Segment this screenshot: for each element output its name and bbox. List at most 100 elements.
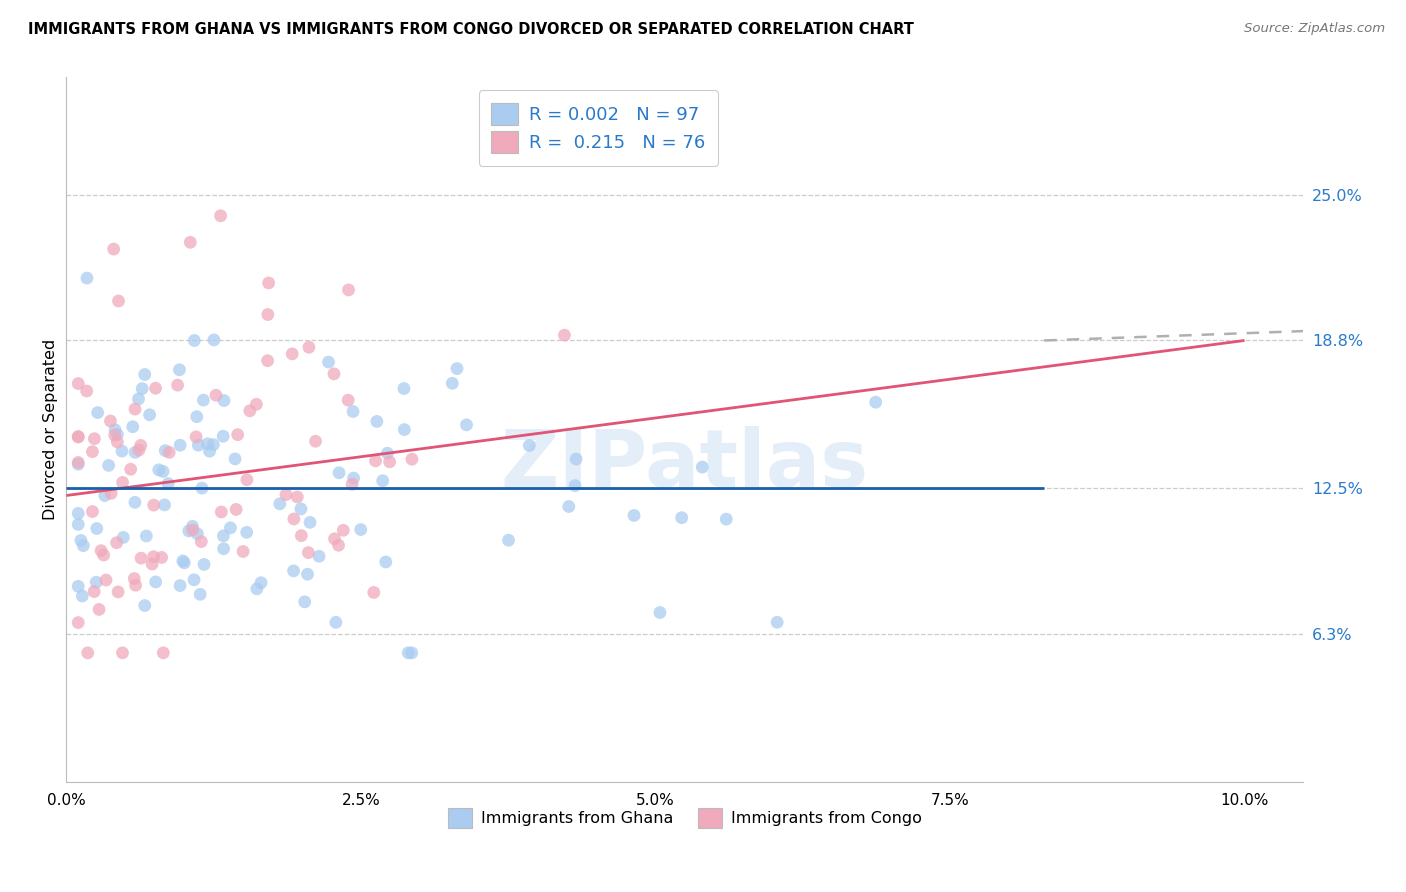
Point xyxy=(83,584,105,599)
Point xyxy=(274,487,297,501)
Point xyxy=(86,522,108,536)
Point xyxy=(107,293,129,308)
Point xyxy=(111,444,134,458)
Point xyxy=(297,545,319,559)
Point xyxy=(67,615,90,630)
Point xyxy=(212,393,235,408)
Point xyxy=(245,397,267,411)
Point xyxy=(76,646,98,660)
Point xyxy=(290,502,312,516)
Point xyxy=(456,417,478,432)
Point xyxy=(308,549,330,564)
Point xyxy=(766,615,789,630)
Point xyxy=(105,535,128,549)
Point xyxy=(87,602,110,616)
Point xyxy=(183,573,205,587)
Point xyxy=(157,476,180,491)
Point xyxy=(157,445,180,459)
Point xyxy=(298,340,321,354)
Point xyxy=(128,392,150,406)
Point xyxy=(134,368,156,382)
Point xyxy=(105,434,128,449)
Point xyxy=(363,585,385,599)
Point xyxy=(224,452,246,467)
Point xyxy=(124,495,146,509)
Point xyxy=(865,395,887,409)
Point xyxy=(188,587,211,601)
Point xyxy=(153,498,176,512)
Point xyxy=(128,443,150,458)
Point xyxy=(169,578,191,592)
Point xyxy=(104,423,127,437)
Point xyxy=(173,556,195,570)
Point xyxy=(328,538,350,552)
Text: Source: ZipAtlas.com: Source: ZipAtlas.com xyxy=(1244,22,1385,36)
Point xyxy=(138,408,160,422)
Point xyxy=(90,543,112,558)
Point xyxy=(152,465,174,479)
Point xyxy=(131,382,153,396)
Point xyxy=(121,419,143,434)
Point xyxy=(366,414,388,428)
Point xyxy=(169,363,191,377)
Point xyxy=(394,423,416,437)
Point xyxy=(209,209,232,223)
Point xyxy=(250,575,273,590)
Point xyxy=(186,409,208,424)
Point xyxy=(93,548,115,562)
Point xyxy=(256,308,278,322)
Point xyxy=(558,500,581,514)
Point xyxy=(553,328,575,343)
Point xyxy=(67,429,90,443)
Point xyxy=(298,516,321,530)
Point xyxy=(82,444,104,458)
Point xyxy=(401,452,423,467)
Text: ZIPatlas: ZIPatlas xyxy=(501,426,869,504)
Point xyxy=(135,529,157,543)
Point xyxy=(193,393,215,408)
Point xyxy=(94,573,117,587)
Point xyxy=(328,466,350,480)
Point xyxy=(76,271,98,285)
Point xyxy=(169,438,191,452)
Point xyxy=(565,452,588,467)
Point xyxy=(325,615,347,630)
Point xyxy=(155,443,177,458)
Point xyxy=(212,541,235,556)
Point xyxy=(323,367,346,381)
Point xyxy=(177,524,200,538)
Point xyxy=(332,523,354,537)
Point xyxy=(290,529,312,543)
Point xyxy=(183,334,205,348)
Point xyxy=(209,505,232,519)
Point xyxy=(100,486,122,500)
Point xyxy=(97,458,120,473)
Point xyxy=(337,283,360,297)
Point xyxy=(256,353,278,368)
Point xyxy=(239,404,262,418)
Point xyxy=(76,384,98,398)
Point xyxy=(70,533,93,548)
Point xyxy=(304,434,326,449)
Point xyxy=(86,406,108,420)
Point xyxy=(152,646,174,660)
Point xyxy=(148,463,170,477)
Point xyxy=(122,572,145,586)
Point xyxy=(396,646,419,660)
Point xyxy=(107,585,129,599)
Point xyxy=(104,428,127,442)
Point xyxy=(129,551,152,566)
Point xyxy=(111,646,134,660)
Point xyxy=(212,429,235,443)
Point xyxy=(225,502,247,516)
Point xyxy=(181,519,204,533)
Point xyxy=(124,402,146,417)
Point xyxy=(111,475,134,490)
Point xyxy=(142,498,165,512)
Point xyxy=(212,529,235,543)
Point xyxy=(269,497,291,511)
Point xyxy=(120,462,142,476)
Point xyxy=(226,427,249,442)
Point xyxy=(342,404,364,418)
Point xyxy=(202,333,225,347)
